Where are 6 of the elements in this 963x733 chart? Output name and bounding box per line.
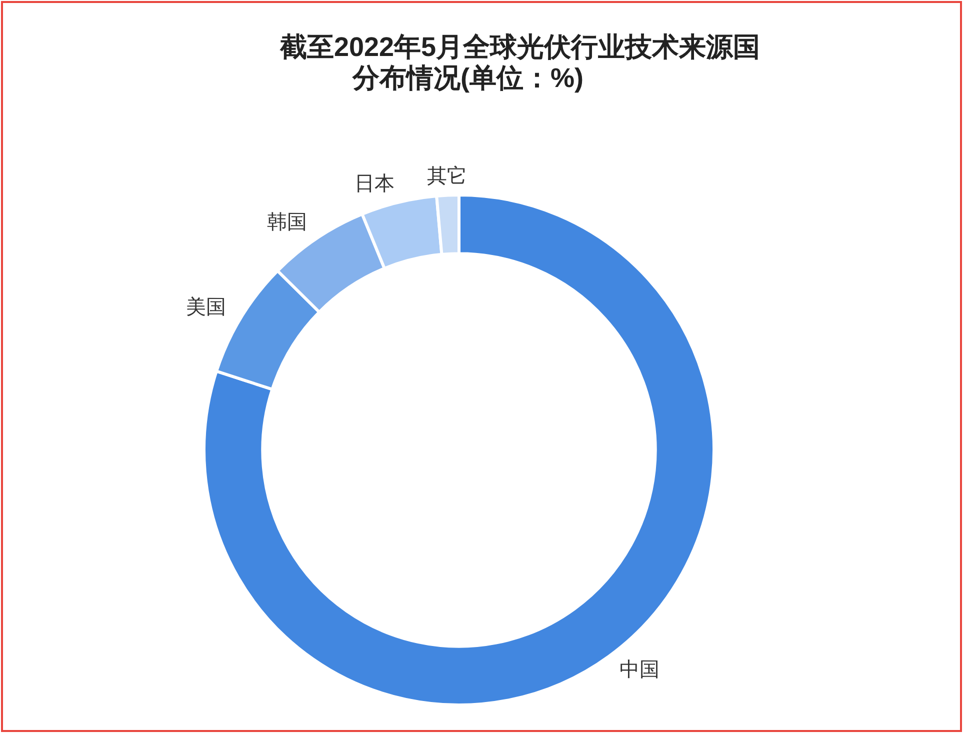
slice-label: 其它 — [426, 164, 467, 188]
chart-title: 截至2022年5月全球光伏行业技术来源国分布情况(单位：%) — [278, 32, 760, 93]
slice-label: 韩国 — [266, 212, 307, 234]
slice-label: 中国 — [619, 659, 660, 682]
slice-label: 美国 — [186, 295, 226, 318]
slice-label: 日本 — [354, 173, 394, 196]
